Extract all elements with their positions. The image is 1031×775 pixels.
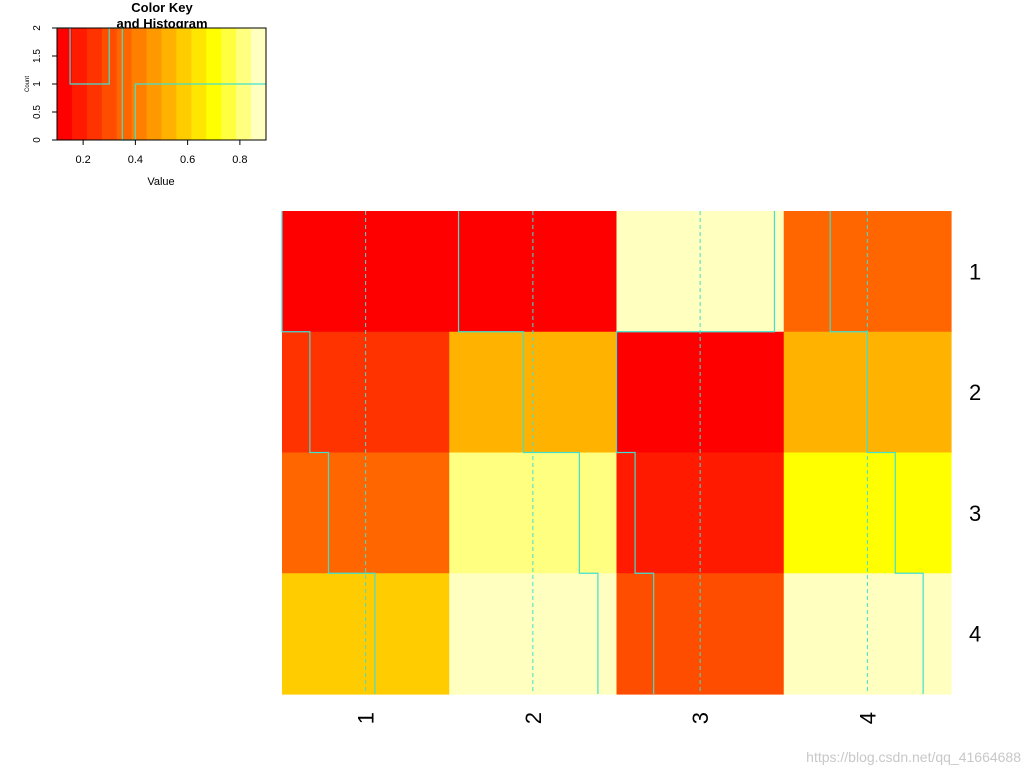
trace-line	[615, 211, 776, 694]
color-key-x-tick-label: 0.6	[180, 154, 195, 166]
row-labels: 1 2 3 4	[969, 259, 981, 646]
trace-lines	[281, 211, 924, 694]
column-label: 3	[688, 712, 713, 724]
column-label: 4	[855, 712, 880, 724]
column-labels: 1 2 3 4	[354, 712, 881, 724]
heatmap-cell	[449, 211, 618, 333]
row-label: 1	[969, 259, 981, 284]
watermark: https://blog.csdn.net/qq_41664688	[806, 749, 1021, 765]
color-key-y-tick-label: 0.5	[32, 105, 43, 119]
heatmap-cell	[616, 331, 785, 454]
trace-line	[281, 211, 376, 694]
color-key-ylabel: Count	[25, 76, 31, 92]
column-label: 2	[521, 712, 546, 724]
row-label: 2	[969, 380, 981, 405]
color-key-x-tick-label: 0.2	[75, 154, 90, 166]
color-key-title-line1: Color Key	[131, 0, 193, 15]
heatmap-cell	[616, 211, 785, 333]
color-key-y-tick-label: 0	[32, 137, 43, 143]
color-key-title-line2: and Histogram	[116, 16, 207, 31]
color-key-x-tick-label: 0.4	[128, 154, 143, 166]
heatmap: 1 2 3 4 1 2 3 4	[281, 211, 981, 724]
color-key-y-tick-label: 2	[32, 25, 43, 31]
color-key-x-tick-label: 0.8	[232, 154, 247, 166]
color-key-swatch	[57, 28, 73, 140]
color-key-xlabel: Value	[147, 176, 174, 188]
color-key-x-axis: 0.2 0.4 0.6 0.8	[75, 139, 248, 166]
heatmap-cell	[282, 211, 450, 333]
color-key-y-tick-label: 1	[32, 81, 43, 87]
color-key-swatch	[116, 28, 133, 140]
row-label: 3	[969, 501, 981, 526]
row-label: 4	[969, 622, 981, 647]
color-key-histogram	[57, 27, 266, 141]
color-key-histogram-line	[57, 27, 266, 141]
trace-line	[829, 211, 924, 694]
heatmap-cell	[449, 331, 618, 454]
heatmap-cell	[282, 331, 450, 454]
heatmap-cell	[783, 211, 952, 333]
color-key-y-tick-label: 1.5	[32, 49, 43, 63]
trace-line	[457, 211, 599, 694]
column-label: 1	[354, 712, 379, 724]
color-key: Color Key and Histogram 0.2 0.4 0.6 0.8 0 0.…	[25, 0, 267, 188]
color-key-y-axis: 0 0.5 1 1.5 2	[32, 25, 58, 143]
